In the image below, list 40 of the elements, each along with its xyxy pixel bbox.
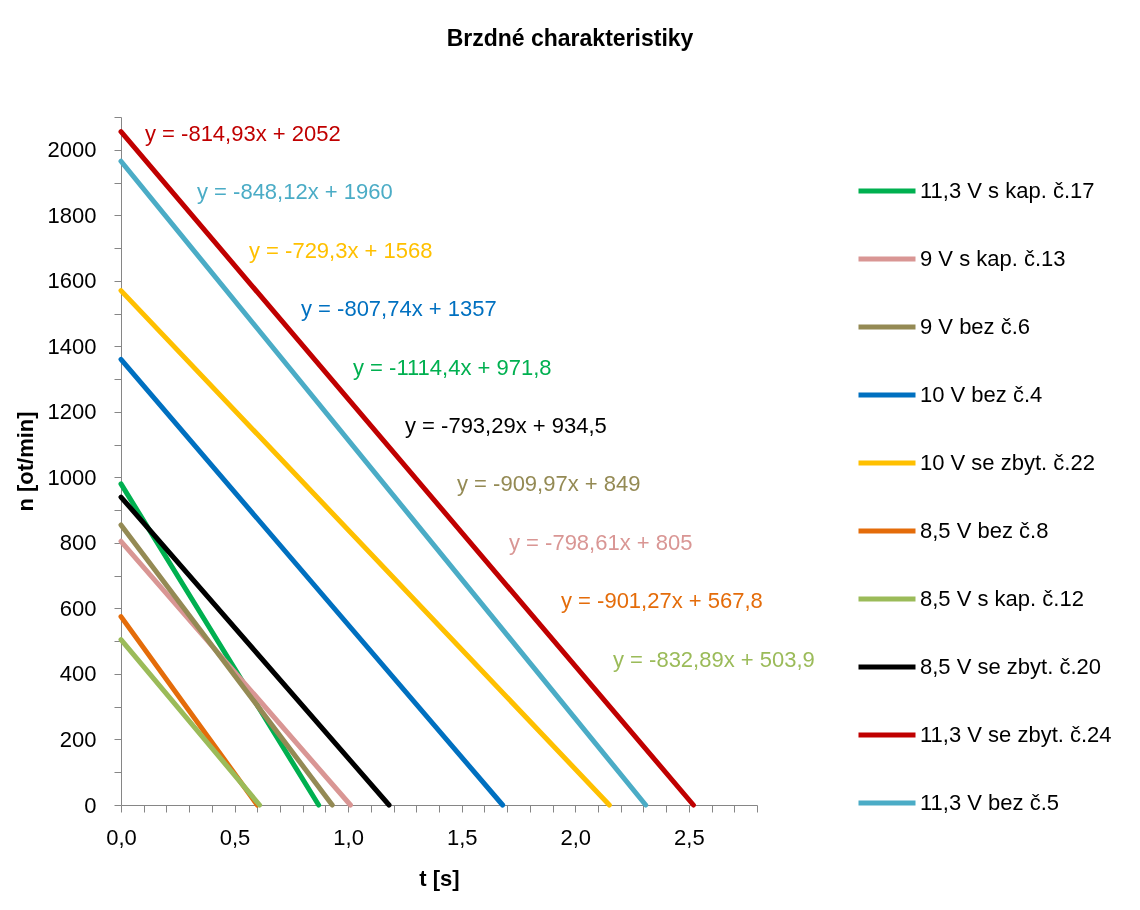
x-axis-title: t [s] [419,865,460,891]
legend-label: 11,3 V se zbyt. č.24 [920,722,1112,747]
legend-label: 10 V bez č.4 [920,382,1043,407]
annotation: y = -909,97x + 849 [457,471,641,497]
legend-label: 8,5 V bez č.8 [920,518,1049,543]
y-tick-label: 200 [59,726,97,752]
annotation: y = -729,3x + 1568 [249,237,433,263]
annotation: y = -807,74x + 1357 [301,296,497,322]
y-axis-title: n [ot/min] [12,411,38,512]
annotation: y = -1114,4x + 971,8 [353,354,552,380]
y-tick-label: 1800 [47,202,97,228]
chart-title: Brzdné charakteristiky [446,25,694,51]
y-tick-label: 2000 [47,137,97,163]
x-tick-label: 1,5 [446,824,478,850]
x-tick-label: 0,0 [106,824,137,850]
annotation: y = -814,93x + 2052 [145,121,341,146]
annotation: y = -901,27x + 567,8 [561,588,763,614]
x-tick-label: 2,0 [560,824,592,850]
y-tick-label: 1600 [47,268,97,294]
annotation: y = -848,12x + 1960 [197,179,393,205]
legend-label: 9 V bez č.6 [920,314,1031,339]
y-tick-label: 0 [84,792,97,818]
y-tick-label: 1200 [47,399,97,425]
y-tick-label: 400 [59,661,97,687]
legend-label: 10 V se zbyt. č.22 [920,450,1095,475]
y-tick-label: 1000 [47,464,97,490]
y-tick-label: 1400 [47,333,97,359]
legend-label: 11,3 V bez č.5 [920,790,1060,815]
legend-label: 9 V s kap. č.13 [920,246,1066,271]
x-tick-label: 0,5 [219,824,251,850]
x-tick-label: 2,5 [674,824,705,850]
annotation: y = -798,61x + 805 [509,529,693,555]
y-tick-label: 600 [59,595,97,621]
annotation: y = -832,89x + 503,9 [613,646,815,672]
legend-label: 8,5 V s kap. č.12 [920,586,1084,611]
x-tick-label: 1,0 [333,824,364,850]
legend-label: 8,5 V se zbyt. č.20 [920,654,1101,679]
y-tick-label: 800 [59,530,97,556]
legend-label: 11,3 V s kap. č.17 [920,178,1095,203]
annotation: y = -793,29x + 934,5 [405,413,607,438]
